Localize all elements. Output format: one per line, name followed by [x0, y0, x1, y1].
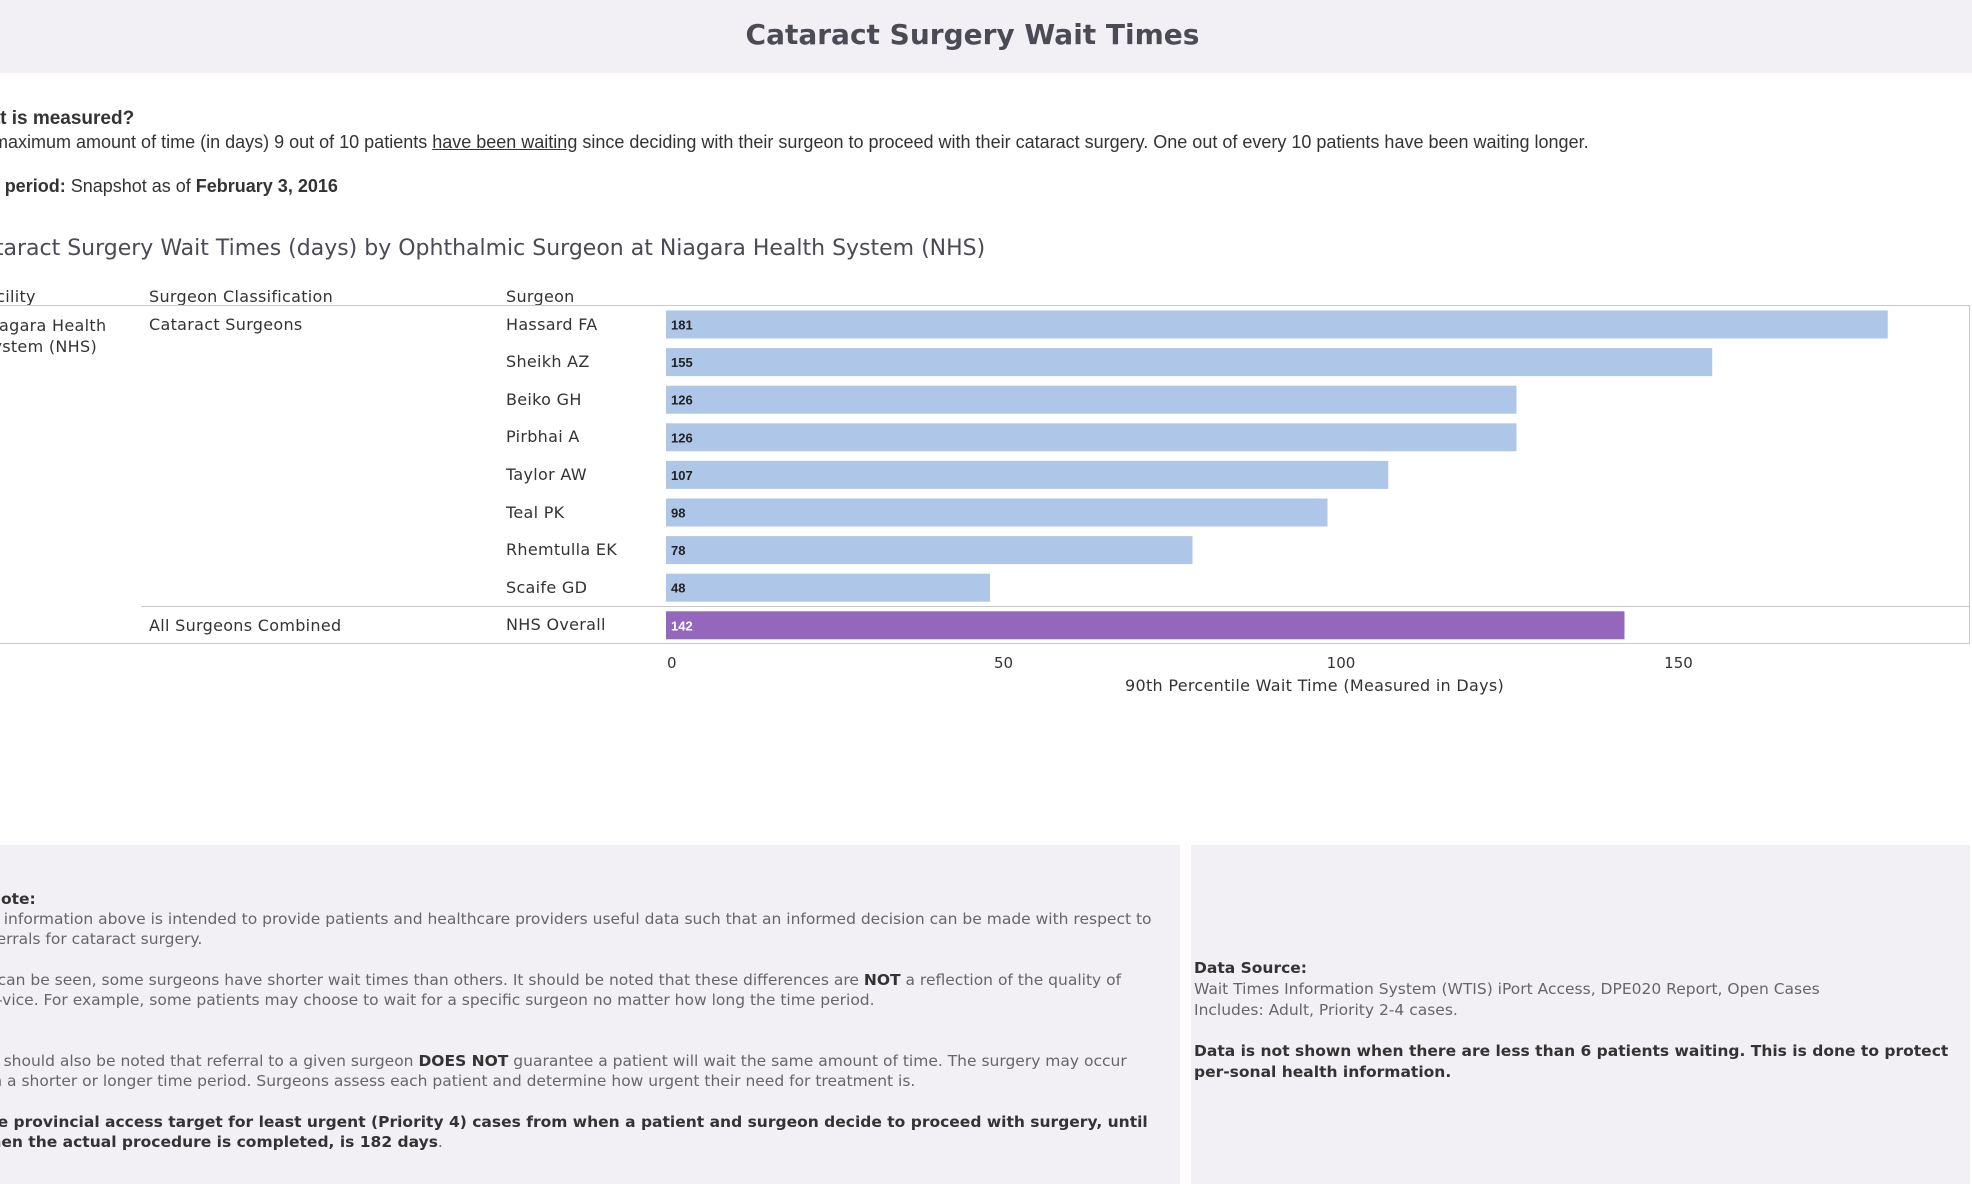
chart-title: Cataract Surgery Wait Times (days) by Op…: [0, 236, 986, 261]
note-heading: Note:: [0, 890, 36, 908]
note-p3-c: guarantee a patient will wait the same a…: [0, 1052, 1127, 1090]
col-header-classification: Surgeon Classification: [149, 287, 334, 306]
surgeon-label: Teal PK: [506, 502, 565, 522]
note-p4-b: .: [437, 1133, 443, 1151]
measured-desc-pre: The maximum amount of time (in days) 9 o…: [0, 132, 433, 152]
surgeon-label: Rhemtulla EK: [506, 540, 618, 560]
note-p2: As can be seen, some surgeons have short…: [0, 970, 1154, 1010]
note-p2-a: As can be seen, some surgeons have short…: [0, 971, 864, 989]
bar-value-label: 107: [671, 468, 693, 483]
surgeon-label: Pirbhai A: [506, 427, 580, 447]
bar: [666, 536, 1193, 565]
measured-description: The maximum amount of time (in days) 9 o…: [0, 132, 1589, 153]
x-axis-title: 90th Percentile Wait Time (Measured in D…: [1125, 676, 1505, 695]
surgeon-label: Sheikh AZ: [506, 352, 590, 372]
bar-value-label: 98: [671, 506, 685, 521]
bar-value-label: 78: [671, 543, 685, 558]
facility-cell: Niagara Health System (NHS): [0, 315, 107, 357]
facility-name: Niagara Health System (NHS): [0, 316, 107, 356]
note-p2-b: NOT: [863, 971, 901, 989]
bar: [666, 385, 1517, 414]
note-p4: The provincial access target for least u…: [0, 1112, 1171, 1152]
bar-chart: 181 155 126 126 107 98 78 48 142 0 50 100 150: [666, 310, 1888, 672]
page-title: Cataract Surgery Wait Times: [745, 18, 1200, 51]
x-tick-label: 50: [994, 654, 1013, 672]
group-separator: [141, 606, 1970, 607]
bar-value-label: 155: [671, 355, 693, 370]
bar: [666, 423, 1517, 452]
source-line2: Includes: Adult, Priority 2-4 cases.: [1194, 1001, 1458, 1019]
surgeon-label: NHS Overall: [506, 615, 606, 635]
note-p2-c: a reflection of the quality of ser-vice.…: [0, 971, 1122, 1009]
bar: [666, 348, 1713, 377]
col-header-surgeon: Surgeon: [506, 287, 575, 306]
measured-desc-post: since deciding with their surgeon to pro…: [577, 132, 1589, 152]
note-p3-a: It should also be noted that referral to…: [0, 1052, 419, 1070]
surgeon-label: Hassard FA: [506, 314, 598, 334]
bar-value-label: 181: [671, 318, 693, 333]
surgeon-label: Taylor AW: [506, 464, 587, 484]
note-panel: Note: The information above is intended …: [0, 845, 1180, 1184]
time-period: Time period: Snapshot as of February 3, …: [0, 176, 338, 197]
bar: [666, 573, 990, 602]
bottom-rule: [0, 643, 1970, 644]
x-tick-label: 0: [667, 654, 677, 672]
bar-overall: [666, 611, 1625, 640]
x-tick-label: 100: [1327, 654, 1356, 672]
measured-question: What is measured?: [0, 108, 135, 129]
time-period-label: Time period:: [0, 176, 66, 196]
bar-value-label: 48: [671, 581, 685, 596]
note-p3: It should also be noted that referral to…: [0, 1051, 1138, 1091]
classification-cataract: Cataract Surgeons: [149, 315, 303, 334]
bar: [666, 310, 1888, 339]
bar-value-label: 126: [671, 430, 693, 445]
bar: [666, 460, 1389, 489]
right-border: [1969, 305, 1970, 644]
note-p4-a: The provincial access target for least u…: [0, 1113, 1148, 1151]
header-band: [0, 0, 1972, 73]
bar-value-label: 126: [671, 393, 693, 408]
time-period-date: February 3, 2016: [195, 176, 338, 196]
note-p3-b: DOES NOT: [418, 1052, 509, 1070]
bar: [666, 498, 1328, 527]
surgeon-label: Scaife GD: [506, 577, 588, 597]
source-privacy: Data is not shown when there are less th…: [1194, 1042, 1949, 1081]
source-line1: Wait Times Information System (WTIS) iPo…: [1194, 980, 1820, 998]
x-tick-label: 150: [1664, 654, 1693, 672]
time-period-pre: Snapshot as of: [65, 176, 196, 196]
col-header-facility: Facility: [0, 287, 36, 306]
surgeon-label: Beiko GH: [506, 389, 582, 409]
measured-desc-link: have been waiting: [432, 132, 578, 152]
source-panel: Data Source: Wait Times Information Syst…: [1191, 845, 1970, 1184]
classification-all: All Surgeons Combined: [149, 616, 342, 635]
note-p1: The information above is intended to pro…: [0, 910, 1152, 948]
source-heading: Data Source:: [1194, 959, 1307, 977]
bar-value-label: 142: [671, 618, 693, 633]
header-rule: [0, 305, 1970, 306]
